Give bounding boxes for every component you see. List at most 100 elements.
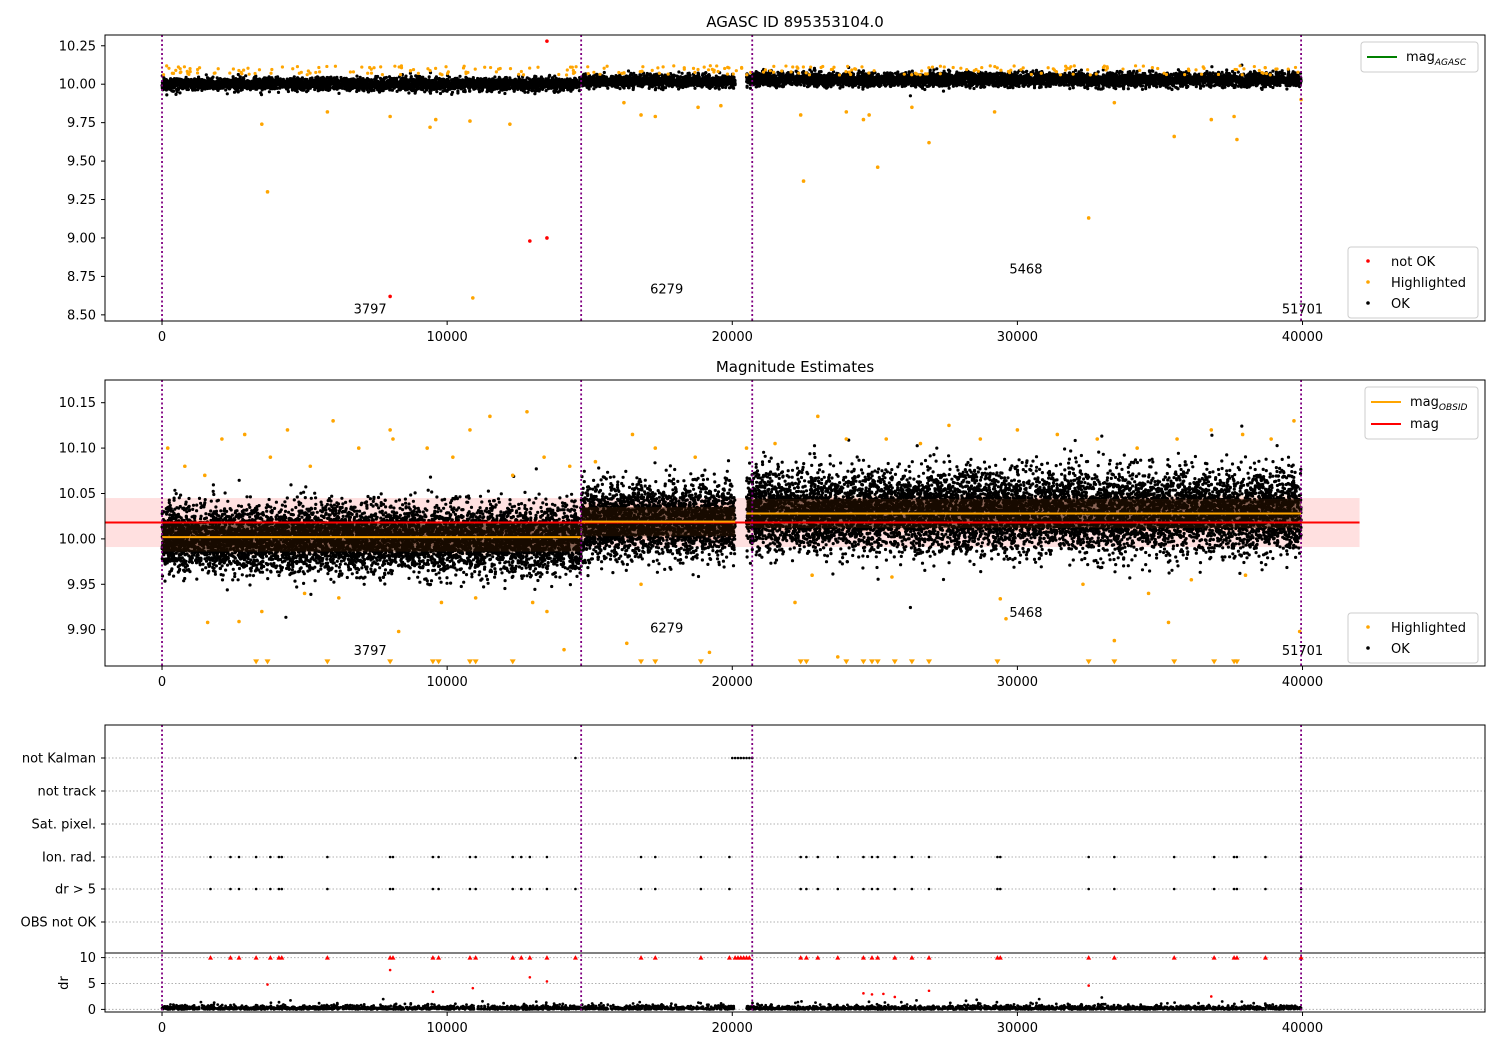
ok-point <box>458 74 462 78</box>
ok-point <box>527 88 531 92</box>
ok-point <box>674 81 678 85</box>
ok-point <box>574 77 578 81</box>
ok-point <box>179 78 183 82</box>
ok-point <box>598 84 602 89</box>
ok-point <box>300 82 304 86</box>
ok-point <box>308 77 312 81</box>
ok-point <box>568 77 572 81</box>
ok-point <box>403 79 408 83</box>
ok-point <box>182 84 186 88</box>
ok-point <box>387 79 391 83</box>
ok-point <box>227 78 231 82</box>
ok-point <box>382 81 386 85</box>
ok-point <box>272 81 276 85</box>
ok-point <box>668 77 673 82</box>
ok-point <box>329 75 333 79</box>
ok-point <box>241 84 245 88</box>
ok-point <box>606 86 610 90</box>
ok-point <box>290 77 294 81</box>
ok-point <box>499 88 503 92</box>
ok-point <box>410 86 414 90</box>
ok-point <box>551 77 555 81</box>
ok-point <box>293 85 297 89</box>
ok-point <box>677 70 681 74</box>
ok-point <box>223 78 227 82</box>
ok-point <box>500 82 504 86</box>
ok-point <box>534 75 538 79</box>
ok-point <box>455 79 459 83</box>
ok-point <box>505 84 509 88</box>
ok-point <box>185 87 189 92</box>
ok-point <box>399 81 403 85</box>
ok-point <box>594 73 599 77</box>
ok-point <box>560 83 564 87</box>
ok-point <box>196 86 200 91</box>
ok-point <box>527 77 531 81</box>
ok-point <box>442 77 446 81</box>
ok-point <box>376 86 380 90</box>
ok-point <box>244 74 248 78</box>
ok-point <box>175 81 179 86</box>
ok-point <box>338 82 342 86</box>
ok-point <box>265 82 270 86</box>
ok-point <box>384 75 388 80</box>
ok-point <box>699 81 703 85</box>
ok-point <box>659 87 664 91</box>
ok-point <box>436 83 440 87</box>
ok-point <box>460 86 464 90</box>
ok-point <box>267 75 271 79</box>
ok-point <box>463 81 467 85</box>
ok-point <box>413 78 417 82</box>
ok-point <box>693 86 697 90</box>
ok-point <box>435 90 439 94</box>
ok-point <box>255 87 259 91</box>
ok-point <box>639 84 644 88</box>
ok-point <box>516 85 520 89</box>
ok-point <box>526 84 530 88</box>
ok-point <box>469 78 473 82</box>
ok-point <box>600 75 604 79</box>
ok-point <box>176 86 180 90</box>
ok-point <box>303 78 307 82</box>
ok-point <box>296 83 300 87</box>
ok-point <box>561 87 566 91</box>
ok-point <box>543 82 547 86</box>
ok-point <box>592 83 596 87</box>
ok-point <box>576 80 580 85</box>
ok-point <box>292 81 296 85</box>
ok-point <box>732 76 736 80</box>
ok-point <box>650 75 654 79</box>
ok-point <box>712 77 716 81</box>
ok-point <box>587 87 591 91</box>
ok-point <box>696 71 700 75</box>
ok-point <box>514 79 518 83</box>
panel1-title: AGASC ID 895353104.0 <box>706 13 884 31</box>
ok-point <box>508 87 512 91</box>
ok-point <box>713 82 717 86</box>
ok-point <box>412 88 416 92</box>
ok-point <box>276 75 280 79</box>
ok-point <box>237 79 241 83</box>
ok-point <box>268 83 273 87</box>
ok-point <box>567 82 571 86</box>
ok-point <box>338 79 342 83</box>
ok-point <box>416 76 420 81</box>
ok-point <box>546 77 550 81</box>
ok-point <box>509 78 514 82</box>
ok-point <box>679 83 683 87</box>
ok-point <box>450 92 454 96</box>
ok-point <box>709 77 713 82</box>
ok-point <box>699 77 703 81</box>
ok-point <box>386 83 390 87</box>
ok-point <box>320 84 324 88</box>
ok-point <box>589 82 593 86</box>
ok-point <box>257 78 261 82</box>
ok-point <box>397 87 401 91</box>
ok-point <box>197 75 201 79</box>
ok-point <box>331 85 335 89</box>
ok-point <box>445 77 449 81</box>
ok-point <box>232 86 236 90</box>
ok-point <box>409 75 413 79</box>
